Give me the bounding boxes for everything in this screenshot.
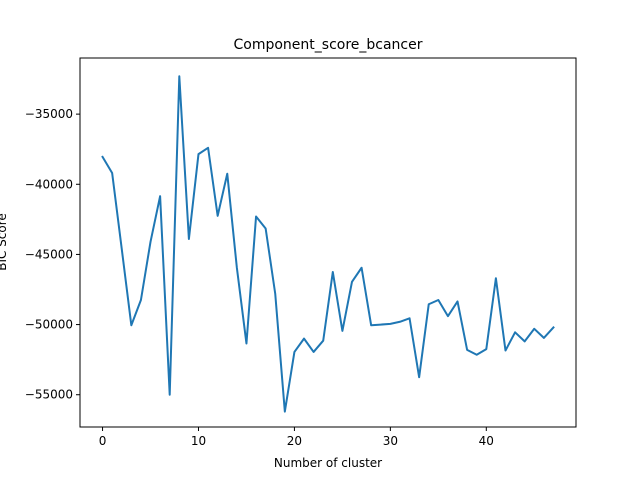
x-tick-label: 30 (383, 434, 398, 448)
x-tick-label: 20 (287, 434, 302, 448)
y-axis-label: BIC Score (0, 213, 9, 271)
x-tick-label: 40 (479, 434, 494, 448)
x-axis-ticks: 0 10 20 30 40 (99, 427, 494, 448)
plot-frame (79, 57, 577, 428)
y-tick-label: −55000 (25, 388, 73, 402)
x-tick-label: 0 (99, 434, 107, 448)
x-axis-label: Number of cluster (274, 456, 382, 470)
chart-title: Component_score_bcancer (234, 37, 423, 53)
y-tick-label: −35000 (25, 107, 73, 121)
series-line (101, 75, 555, 413)
y-tick-label: −50000 (25, 318, 73, 332)
y-tick-label: −40000 (25, 177, 73, 191)
x-tick-label: 10 (191, 434, 206, 448)
y-tick-label: −45000 (25, 247, 73, 261)
y-axis-ticks: −55000 −50000 −45000 −40000 −35000 (25, 107, 80, 402)
